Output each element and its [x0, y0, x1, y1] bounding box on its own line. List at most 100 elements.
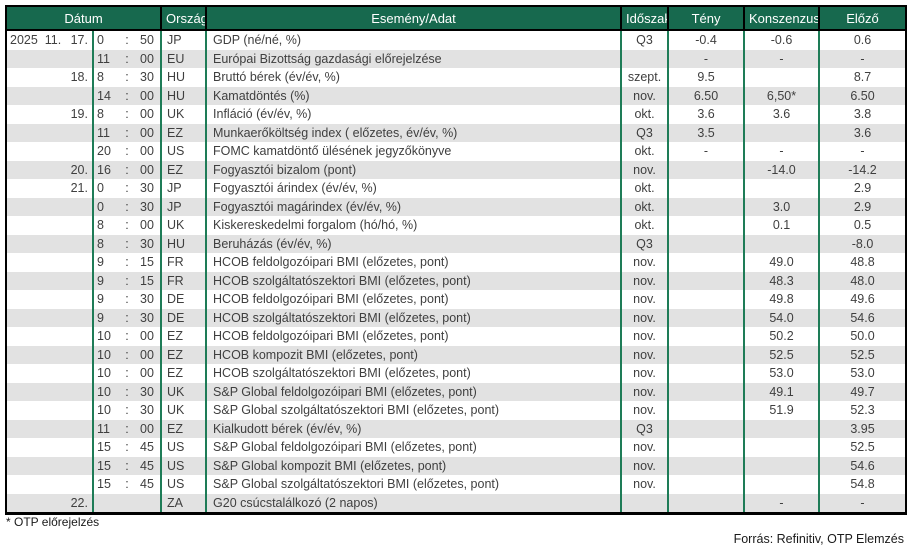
cell-period: nov.	[620, 327, 669, 346]
cell-hour: 11	[92, 49, 117, 68]
cell-minute: 45	[137, 456, 162, 475]
cell-previous: 6.50	[818, 86, 907, 105]
cell-actual	[667, 382, 745, 401]
cell-event: Beruházás (év/év, %)	[205, 234, 622, 253]
cell-previous: 48.8	[818, 253, 907, 272]
cell-country-code: EZ	[160, 123, 207, 142]
cell-month	[41, 234, 65, 253]
cell-previous: 54.6	[818, 456, 907, 475]
cell-actual	[667, 438, 745, 457]
cell-consensus	[743, 123, 820, 142]
cell-month	[41, 86, 65, 105]
cell-month	[41, 345, 65, 364]
cell-year	[6, 493, 41, 514]
cell-minute: 15	[140, 255, 154, 269]
cell-country-code: UK	[160, 216, 207, 235]
cell-country-code: EZ	[160, 364, 207, 383]
cell-period: Q3	[620, 419, 669, 438]
cell-period: Q3	[620, 30, 669, 50]
cell-hour: 9	[92, 290, 117, 309]
cell-month	[41, 160, 65, 179]
col-header-consensus: Konszenzus	[743, 6, 820, 31]
cell-event: GDP (né/né, %)	[205, 30, 622, 50]
cell-year	[6, 345, 41, 364]
cell-country-code: DE	[160, 308, 207, 327]
cell-month	[41, 216, 65, 235]
cell-day	[65, 253, 93, 272]
cell-day	[65, 234, 93, 253]
table-row: 22. ZA G20 csúcstalálkozó (2 napos) - -	[6, 493, 907, 514]
cell-country-code: US	[160, 456, 207, 475]
cell-minute: 45	[140, 477, 154, 491]
table-row: 15 : 45 US S&P Global szolgáltatószektor…	[6, 475, 907, 494]
cell-event: G20 csúcstalálkozó (2 napos)	[205, 493, 622, 514]
cell-event: Kiskereskedelmi forgalom (hó/hó, %)	[205, 216, 622, 235]
table-row: 21. 0 : 30 JP Fogyasztói árindex (év/év,…	[6, 179, 907, 198]
source-note: Forrás: Refinitiv, OTP Elemzés	[733, 532, 904, 546]
cell-day	[65, 216, 93, 235]
cell-event: HCOB feldolgozóipari BMI (előzetes, pont…	[205, 253, 622, 272]
cell-day	[65, 271, 93, 290]
cell-consensus	[743, 68, 820, 87]
cell-day	[65, 86, 93, 105]
cell-consensus: 6,50*	[743, 86, 820, 105]
table-row: 14 : 00 HU Kamatdöntés (%) nov. 6.50 6,5…	[6, 86, 907, 105]
cell-period: nov.	[620, 86, 669, 105]
cell-hour: 0	[92, 197, 117, 216]
cell-consensus: -	[743, 49, 820, 68]
cell-country-code: EU	[160, 49, 207, 68]
cell-minute: 00	[140, 144, 154, 158]
cell-country-code: EZ	[160, 327, 207, 346]
cell-previous: 52.3	[818, 401, 907, 420]
cell-consensus: 3.6	[743, 105, 820, 124]
cell-time-separator: :	[125, 440, 129, 454]
cell-actual	[667, 493, 745, 514]
cell-consensus: 48.3	[743, 271, 820, 290]
cell-consensus: -14.0	[743, 160, 820, 179]
cell-time-separator: :	[125, 107, 129, 121]
cell-period: nov.	[620, 271, 669, 290]
cell-actual	[667, 290, 745, 309]
cell-country-code: US	[160, 438, 207, 457]
cell-year	[6, 142, 41, 161]
cell-period: okt.	[620, 216, 669, 235]
cell-country-code: UK	[160, 105, 207, 124]
cell-period: Q3	[620, 234, 669, 253]
cell-event: S&P Global feldolgozóipari BMI (előzetes…	[205, 382, 622, 401]
cell-minute: 30	[137, 234, 162, 253]
cell-hour: 10	[92, 401, 117, 420]
cell-day	[65, 49, 93, 68]
cell-event: HCOB feldolgozóipari BMI (előzetes, pont…	[205, 327, 622, 346]
cell-previous: 53.0	[818, 364, 907, 383]
cell-hour: 8	[92, 68, 117, 87]
cell-consensus	[743, 456, 820, 475]
table-row: 9 : 30 DE HCOB feldolgozóipari BMI (előz…	[6, 290, 907, 309]
cell-day: 22.	[65, 493, 93, 514]
cell-year	[6, 438, 41, 457]
cell-month	[41, 456, 65, 475]
cell-previous: 3.95	[818, 419, 907, 438]
cell-year	[6, 364, 41, 383]
cell-time-separator: :	[117, 197, 137, 216]
cell-day	[65, 308, 93, 327]
cell-time-separator: :	[125, 70, 129, 84]
cell-minute: 00	[137, 86, 162, 105]
cell-country-code: JP	[160, 197, 207, 216]
cell-country-code: EZ	[160, 345, 207, 364]
cell-minute: 30	[137, 197, 162, 216]
cell-period: nov.	[620, 253, 669, 272]
cell-day	[65, 123, 93, 142]
cell-day	[65, 438, 93, 457]
cell-country-code: DE	[160, 290, 207, 309]
cell-minute: 30	[140, 70, 154, 84]
cell-period	[620, 49, 669, 68]
cell-period: nov.	[620, 290, 669, 309]
cell-consensus	[743, 438, 820, 457]
cell-period: nov.	[620, 364, 669, 383]
cell-year	[6, 105, 41, 124]
cell-time-separator: :	[117, 49, 137, 68]
cell-time-separator: :	[125, 477, 129, 491]
cell-country-code: UK	[160, 382, 207, 401]
cell-year	[6, 308, 41, 327]
cell-month	[41, 179, 65, 198]
